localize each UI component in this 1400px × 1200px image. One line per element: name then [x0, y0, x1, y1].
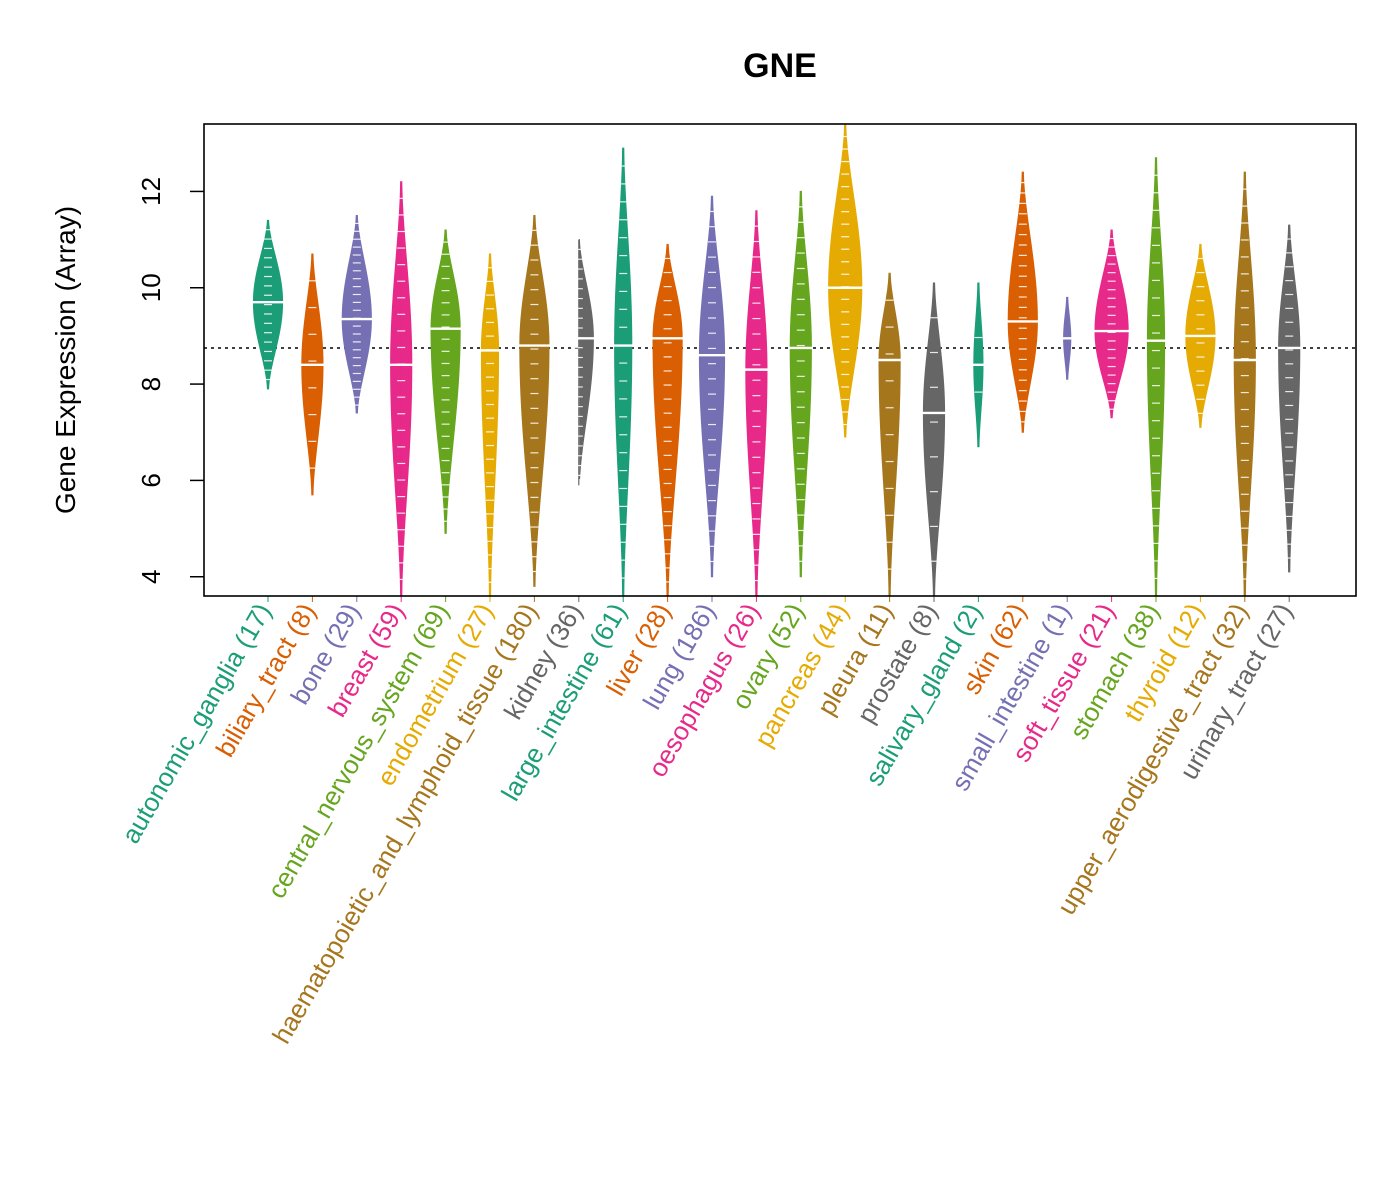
y-tick-label: 10: [136, 273, 166, 302]
y-tick-label: 8: [136, 377, 166, 391]
chart-title: GNE: [743, 47, 817, 85]
violin-kidney: [578, 239, 594, 480]
y-tick-label: 4: [136, 570, 166, 584]
y-axis-label: Gene Expression (Array): [50, 206, 81, 514]
plot-frame: [203, 123, 1357, 597]
y-tick-label: 6: [136, 473, 166, 487]
y-tick-label: 12: [136, 177, 166, 206]
